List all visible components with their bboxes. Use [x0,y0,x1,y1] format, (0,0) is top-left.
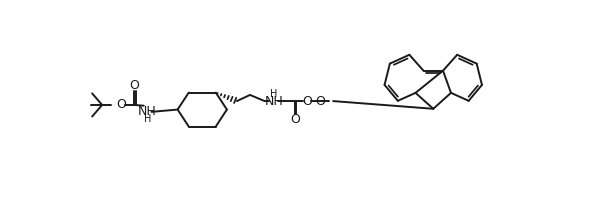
Text: O: O [315,95,325,108]
Text: O: O [117,98,126,112]
Text: H: H [144,114,151,124]
Text: H: H [270,89,278,99]
Text: NH: NH [138,105,157,118]
Text: O: O [291,113,300,126]
Text: O: O [130,79,139,92]
Text: O: O [302,95,312,108]
Text: NH: NH [264,95,283,108]
